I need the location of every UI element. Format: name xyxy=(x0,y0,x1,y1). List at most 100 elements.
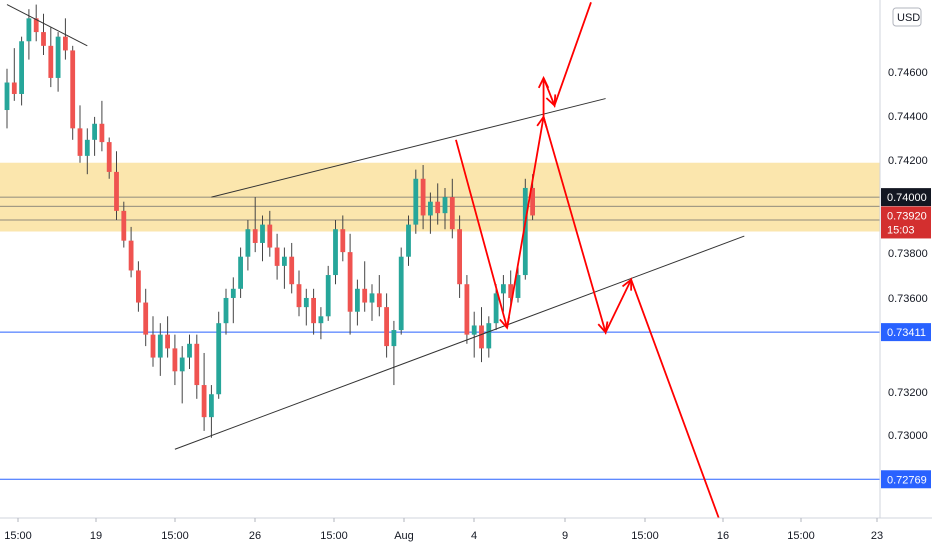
candle-body xyxy=(391,330,397,347)
trendlines-layer xyxy=(6,4,745,450)
candle-body xyxy=(143,302,149,335)
candle-body xyxy=(449,197,455,230)
candle xyxy=(194,334,200,399)
price-tick-label: 0.73000 xyxy=(888,430,928,442)
candle-body xyxy=(486,323,492,349)
candle-body xyxy=(267,224,273,248)
candle xyxy=(406,215,411,266)
projection-arrow-head xyxy=(499,316,510,330)
current-price-label-text: 0.73920 xyxy=(887,210,927,222)
candle-body xyxy=(260,224,265,243)
candle-body xyxy=(157,334,163,358)
candle-body xyxy=(355,288,360,312)
projection-arrow-head xyxy=(545,94,557,108)
candle-body xyxy=(347,252,353,312)
candle-body xyxy=(457,229,462,285)
candle-body xyxy=(150,334,156,358)
candle-body xyxy=(128,240,134,271)
candle-body xyxy=(282,256,287,266)
projection-arrow-head xyxy=(537,75,550,89)
candle-body xyxy=(296,284,302,308)
candle-body xyxy=(508,284,514,298)
candle xyxy=(311,288,316,335)
candle-body xyxy=(362,288,368,303)
candle xyxy=(106,137,112,179)
candle xyxy=(508,270,514,308)
candle xyxy=(201,352,207,431)
projection-arrow-head xyxy=(597,321,609,335)
candle-body xyxy=(413,178,419,225)
trendline xyxy=(174,235,745,450)
candle xyxy=(114,151,119,221)
candle-body xyxy=(4,82,10,111)
candle xyxy=(369,284,375,321)
candle-body xyxy=(230,288,236,298)
candle-body xyxy=(121,210,127,241)
candle xyxy=(501,275,506,312)
candle xyxy=(187,334,192,370)
candle xyxy=(92,116,97,156)
candle-body xyxy=(274,247,280,266)
candle-body xyxy=(369,293,375,303)
price-axis[interactable]: 0.74600 0.74400 0.74200 0.73800 0.73600 0.732… xyxy=(879,0,932,550)
candle-body xyxy=(165,334,170,349)
candle xyxy=(435,183,441,225)
projection-layer xyxy=(455,1,720,519)
price-tick-label: 0.74600 xyxy=(888,67,928,79)
candle xyxy=(384,293,389,358)
candle-body xyxy=(289,256,295,285)
candle xyxy=(252,197,258,253)
candle-body xyxy=(464,284,470,335)
candle-body xyxy=(522,187,528,276)
current-price-label: 0.73920 15:03 xyxy=(881,206,931,239)
support-level-price-label: 0.73411 xyxy=(881,323,931,342)
currency-box xyxy=(892,7,922,27)
candle xyxy=(318,307,324,340)
candle-body xyxy=(471,325,477,335)
candle xyxy=(267,210,273,257)
resistance-zone-layer xyxy=(0,162,880,232)
candle xyxy=(11,48,17,101)
price-axis-background xyxy=(880,0,932,550)
time-tick-label: 15:00 xyxy=(161,530,189,542)
support-level-price-label-box xyxy=(881,323,931,342)
candle-body xyxy=(55,36,61,78)
candle xyxy=(26,9,32,60)
candle xyxy=(77,105,83,163)
time-tick-label: 9 xyxy=(562,530,568,542)
candle xyxy=(376,275,382,317)
candle xyxy=(522,178,528,280)
candle xyxy=(19,36,24,106)
candle-body xyxy=(223,297,229,324)
candle-body xyxy=(493,293,499,324)
price-tick-label: 0.74200 xyxy=(888,155,928,167)
candle xyxy=(84,128,90,175)
candle-body xyxy=(209,394,214,418)
candle xyxy=(245,220,251,271)
candle-body xyxy=(106,142,112,172)
candle xyxy=(260,215,265,262)
candle xyxy=(216,311,222,399)
time-tick-label: 16 xyxy=(717,530,729,542)
candle xyxy=(157,323,163,376)
candle xyxy=(70,45,76,140)
candle xyxy=(223,288,229,335)
support-level-price-label-box xyxy=(881,470,931,489)
time-tick-label: 23 xyxy=(871,530,883,542)
candle xyxy=(355,279,360,326)
candle xyxy=(274,233,280,280)
candle xyxy=(391,320,397,386)
candle-body xyxy=(435,201,441,214)
candle xyxy=(486,316,492,358)
projection-breakout-path xyxy=(542,1,592,117)
currency-label: USD xyxy=(897,12,920,24)
candle xyxy=(121,201,127,248)
time-axis[interactable]: 15:00 19 15:00 26 15:00 Aug 4 9 15:00 16 15:00 23 xyxy=(0,517,932,550)
horizontal-levels-layer xyxy=(0,331,880,480)
candle-body xyxy=(19,41,24,94)
candle xyxy=(457,215,462,298)
candle xyxy=(296,270,302,317)
candle xyxy=(165,316,170,358)
candle xyxy=(99,100,105,152)
